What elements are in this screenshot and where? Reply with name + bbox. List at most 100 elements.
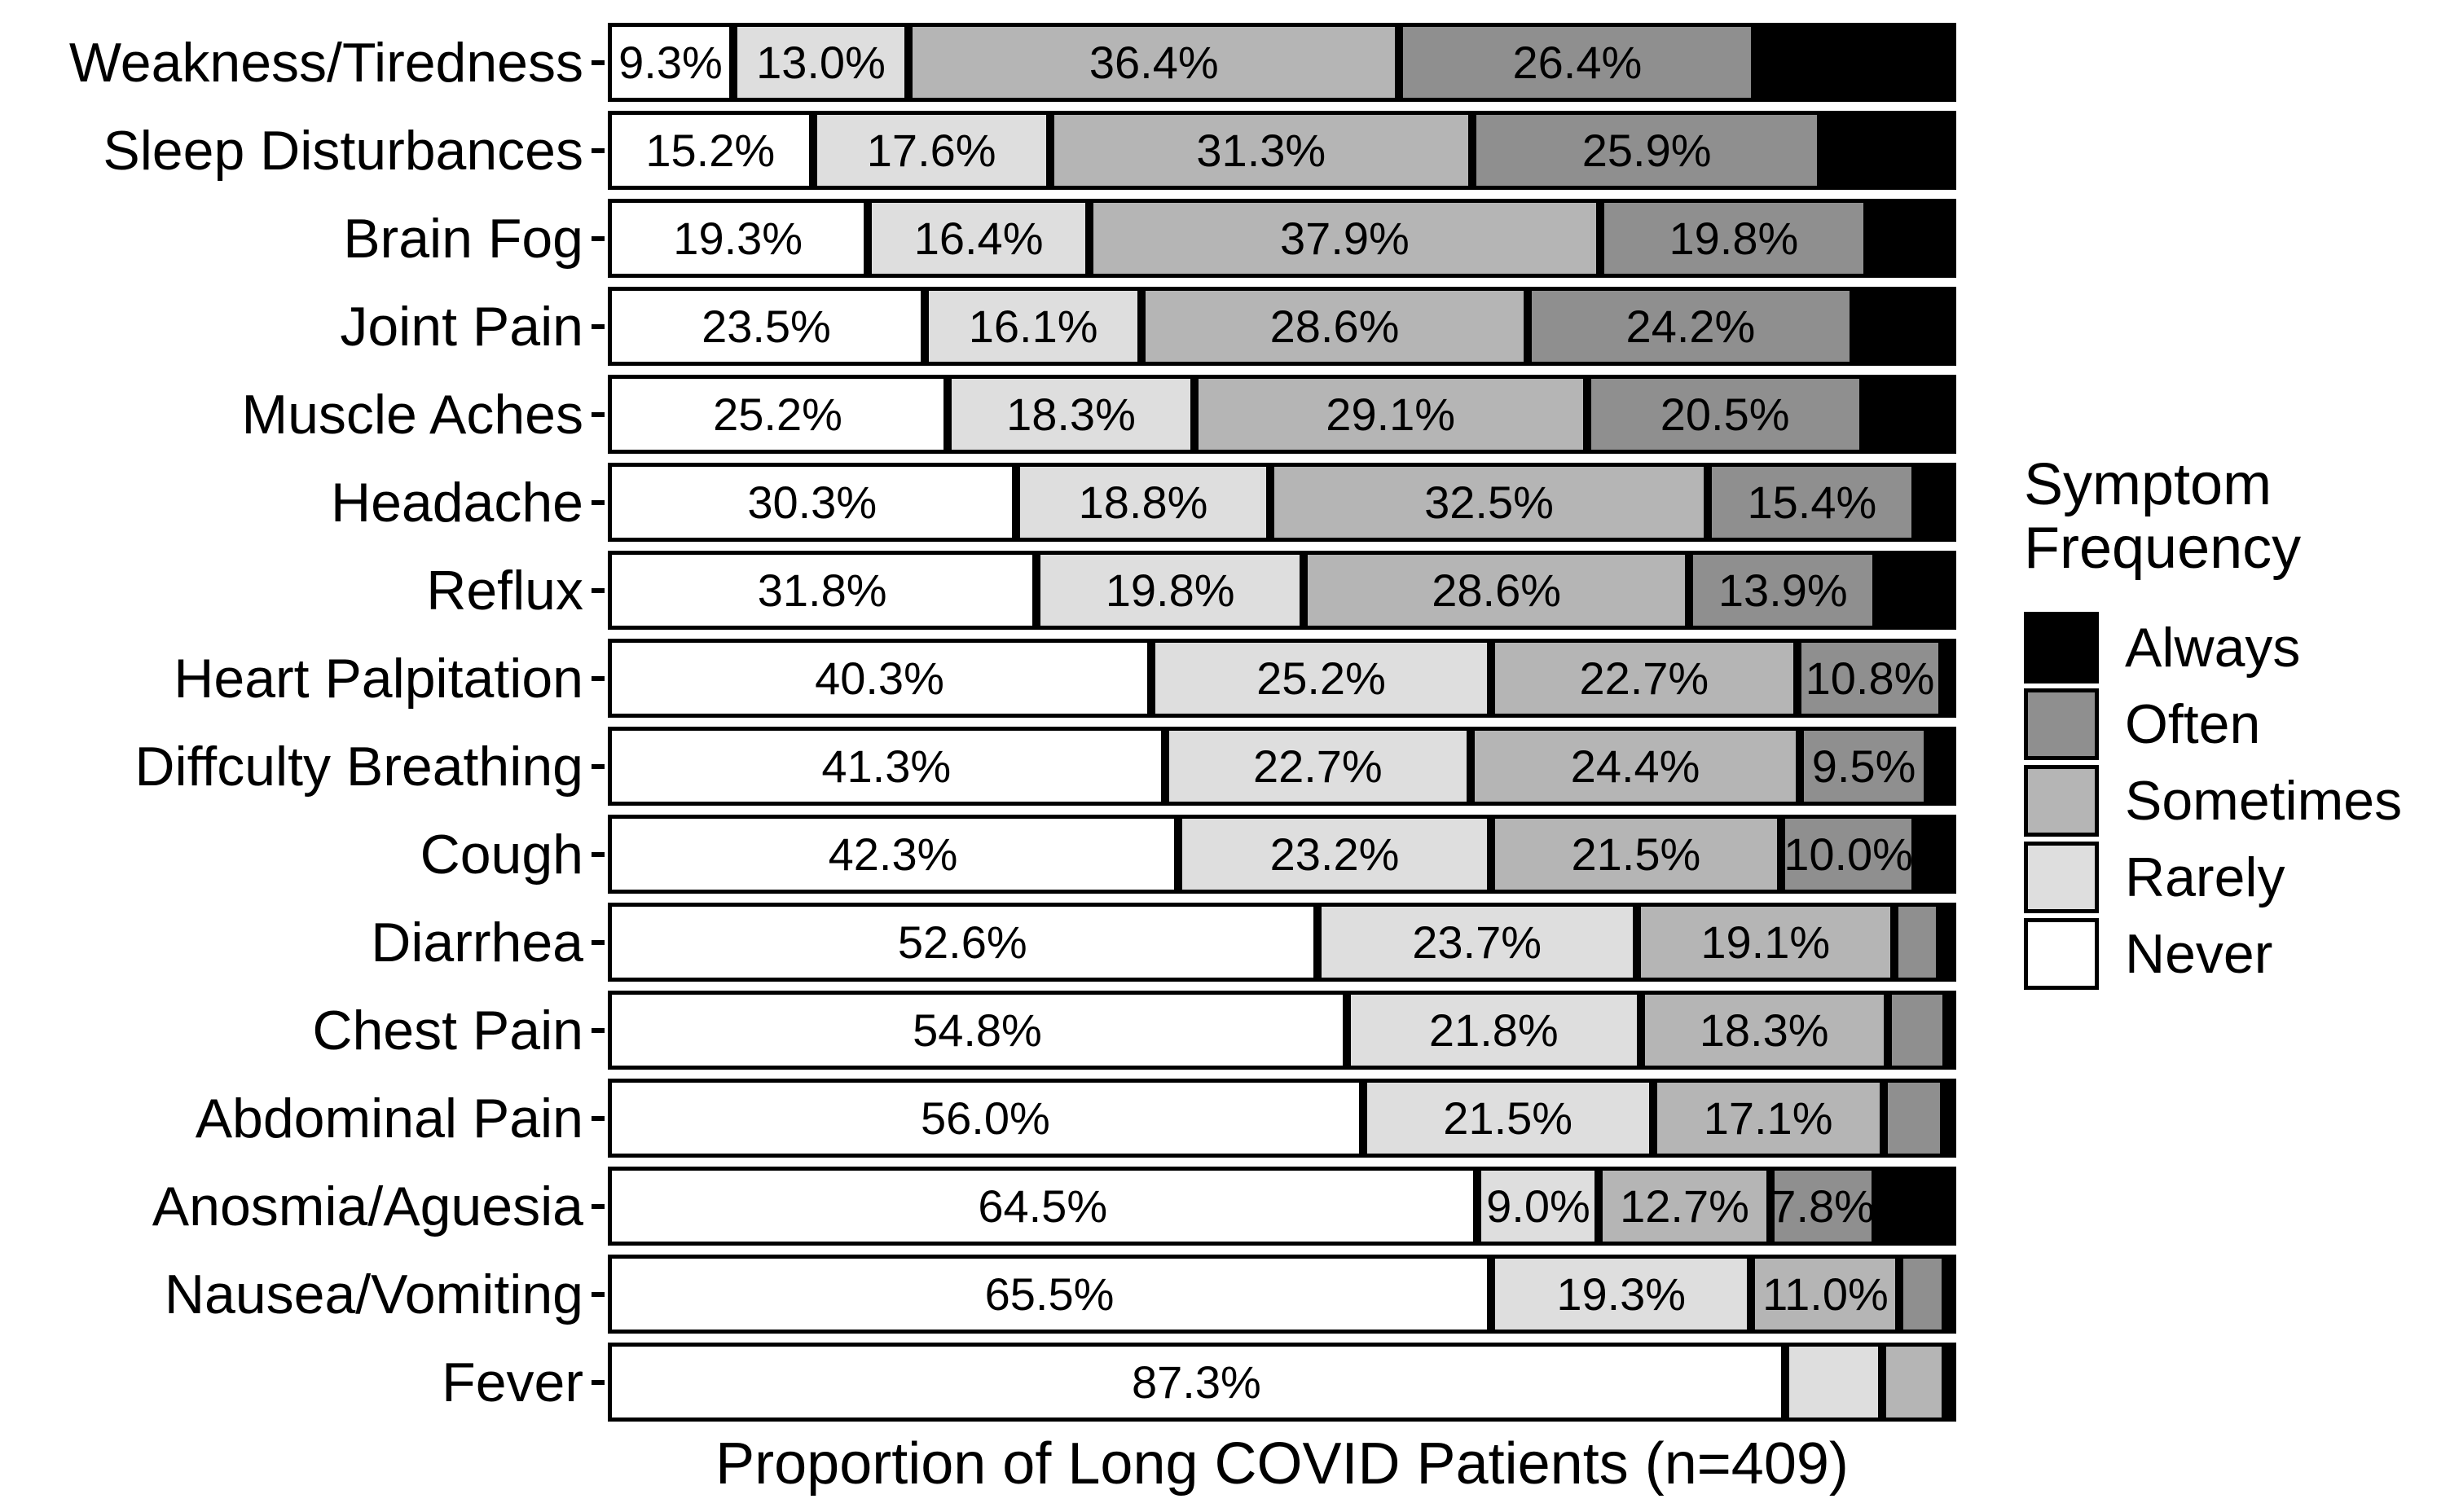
segment-label: 11.0% bbox=[1762, 1268, 1889, 1320]
bar-segment-rarely: 16.1% bbox=[924, 287, 1142, 366]
segment-label: 64.5% bbox=[978, 1180, 1108, 1232]
segment-label: 23.5% bbox=[702, 300, 831, 352]
bar-row: 40.3% 25.2% 22.7% 10.8% bbox=[608, 639, 1956, 718]
segment-label: 37.9% bbox=[1280, 212, 1410, 264]
bar-segment-never: 64.5% bbox=[608, 1167, 1478, 1246]
bar-segment-rarely: 23.2% bbox=[1178, 815, 1492, 894]
segment-label: 17.1% bbox=[1703, 1092, 1833, 1144]
y-axis-tick bbox=[592, 412, 605, 417]
segment-label: 30.3% bbox=[747, 476, 878, 528]
y-axis-tick bbox=[592, 940, 605, 945]
segment-label: 26.4% bbox=[1512, 36, 1643, 88]
segment-label: 41.3% bbox=[821, 740, 952, 792]
segment-label: 40.3% bbox=[815, 652, 944, 704]
segment-label: 18.8% bbox=[1078, 476, 1208, 528]
bar-segment-never: 56.0% bbox=[608, 1079, 1363, 1158]
bar-segment-never: 65.5% bbox=[608, 1255, 1492, 1334]
bar-segment-often bbox=[1887, 991, 1947, 1070]
segment-label: 32.5% bbox=[1424, 476, 1554, 528]
bar-segment-always bbox=[1863, 375, 1956, 454]
bar-row: 87.3% bbox=[608, 1343, 1956, 1422]
bar-segment-often: 7.8% bbox=[1770, 1167, 1876, 1246]
bar-segment-sometimes: 12.7% bbox=[1599, 1167, 1770, 1246]
legend-item: Always bbox=[2024, 611, 2448, 683]
bar-segment-sometimes: 17.1% bbox=[1652, 1079, 1884, 1158]
y-axis-label: Diffculty Breathing bbox=[134, 735, 583, 798]
bar-row: 64.5% 9.0% 12.7% 7.8% bbox=[608, 1167, 1956, 1246]
bar-segment-always bbox=[1942, 639, 1956, 718]
bar-segment-never: 41.3% bbox=[608, 727, 1165, 806]
segment-label: 21.5% bbox=[1443, 1092, 1573, 1144]
bar-segment-often: 24.2% bbox=[1527, 287, 1854, 366]
bar-row: 30.3% 18.8% 32.5% 15.4% bbox=[608, 463, 1956, 542]
legend-item: Never bbox=[2024, 917, 2448, 990]
y-axis-label: Weakness/Tiredness bbox=[68, 31, 583, 94]
segment-label: 19.3% bbox=[673, 212, 803, 264]
bar-row: 54.8% 21.8% 18.3% bbox=[608, 991, 1956, 1070]
segment-label: 87.3% bbox=[1132, 1356, 1261, 1408]
bar-row: 15.2% 17.6% 31.3% 25.9% bbox=[608, 111, 1956, 190]
bar-segment-rarely: 18.8% bbox=[1016, 463, 1270, 542]
y-axis-tick bbox=[592, 324, 605, 329]
bar-segment-rarely: 25.2% bbox=[1150, 639, 1491, 718]
legend-label: Sometimes bbox=[2125, 769, 2403, 832]
y-axis-tick bbox=[592, 1380, 605, 1385]
segment-label: 22.7% bbox=[1579, 652, 1709, 704]
segment-label: 25.2% bbox=[1256, 652, 1386, 704]
segment-label: 25.2% bbox=[713, 388, 842, 440]
bar-segment-rarely: 18.3% bbox=[948, 375, 1194, 454]
bar-segment-sometimes: 11.0% bbox=[1751, 1255, 1900, 1334]
legend-label: Rarely bbox=[2125, 846, 2285, 908]
bar-segment-always bbox=[1876, 551, 1956, 630]
y-axis-tick bbox=[592, 852, 605, 857]
y-axis-tick bbox=[592, 60, 605, 65]
bar-segment-always bbox=[1875, 1167, 1956, 1246]
bar-row: 25.2% 18.3% 29.1% 20.5% bbox=[608, 375, 1956, 454]
bar-segment-never: 87.3% bbox=[608, 1343, 1785, 1422]
bar-segment-never: 30.3% bbox=[608, 463, 1017, 542]
bar-segment-never: 52.6% bbox=[608, 903, 1317, 982]
y-axis-label: Reflux bbox=[426, 559, 583, 622]
legend-label: Never bbox=[2125, 922, 2273, 985]
bar-segment-always bbox=[1940, 903, 1956, 982]
segment-label: 18.3% bbox=[1006, 388, 1136, 440]
bar-segment-never: 40.3% bbox=[608, 639, 1151, 718]
segment-label: 19.1% bbox=[1700, 916, 1831, 968]
bar-row: 52.6% 23.7% 19.1% bbox=[608, 903, 1956, 982]
segment-label: 54.8% bbox=[913, 1004, 1042, 1056]
segment-label: 15.4% bbox=[1747, 476, 1877, 528]
bar-segment-rarely: 9.0% bbox=[1477, 1167, 1599, 1246]
segment-label: 52.6% bbox=[897, 916, 1027, 968]
bar-segment-never: 19.3% bbox=[608, 199, 869, 278]
legend-item: Sometimes bbox=[2024, 764, 2448, 837]
segment-label: 23.7% bbox=[1412, 916, 1542, 968]
legend: Symptom Frequency Always Often Sometimes Ra… bbox=[2024, 453, 2448, 995]
bar-segment-always bbox=[1944, 1079, 1956, 1158]
legend-swatch-always bbox=[2024, 611, 2099, 683]
segment-label: 9.5% bbox=[1811, 740, 1916, 792]
legend-title: Symptom Frequency bbox=[2024, 452, 2302, 582]
bar-segment-often: 25.9% bbox=[1471, 111, 1822, 190]
bar-segment-sometimes: 31.3% bbox=[1049, 111, 1472, 190]
y-axis-label: Joint Pain bbox=[340, 295, 583, 358]
bar-segment-rarely: 16.4% bbox=[868, 199, 1089, 278]
bar-segment-sometimes: 22.7% bbox=[1491, 639, 1797, 718]
segment-label: 19.8% bbox=[1669, 212, 1799, 264]
y-axis-label: Heart Palpitation bbox=[174, 647, 583, 710]
bar-segment-sometimes bbox=[1881, 1343, 1946, 1422]
y-axis-label: Chest Pain bbox=[312, 999, 583, 1061]
segment-label: 28.6% bbox=[1432, 564, 1562, 616]
y-axis-label: Diarrhea bbox=[371, 911, 583, 974]
y-axis-label: Cough bbox=[420, 823, 583, 886]
bar-segment-always bbox=[1946, 991, 1956, 1070]
segment-label: 20.5% bbox=[1660, 388, 1790, 440]
x-axis-title: Proportion of Long COVID Patients (n=409… bbox=[715, 1431, 1849, 1497]
y-axis-tick bbox=[592, 764, 605, 769]
legend-item: Rarely bbox=[2024, 841, 2448, 913]
bar-segment-never: 9.3% bbox=[608, 23, 733, 102]
bar-segment-sometimes: 37.9% bbox=[1089, 199, 1601, 278]
y-axis-label: Fever bbox=[442, 1351, 583, 1413]
bar-segment-often: 19.8% bbox=[1600, 199, 1867, 278]
segment-label: 24.4% bbox=[1570, 740, 1700, 792]
